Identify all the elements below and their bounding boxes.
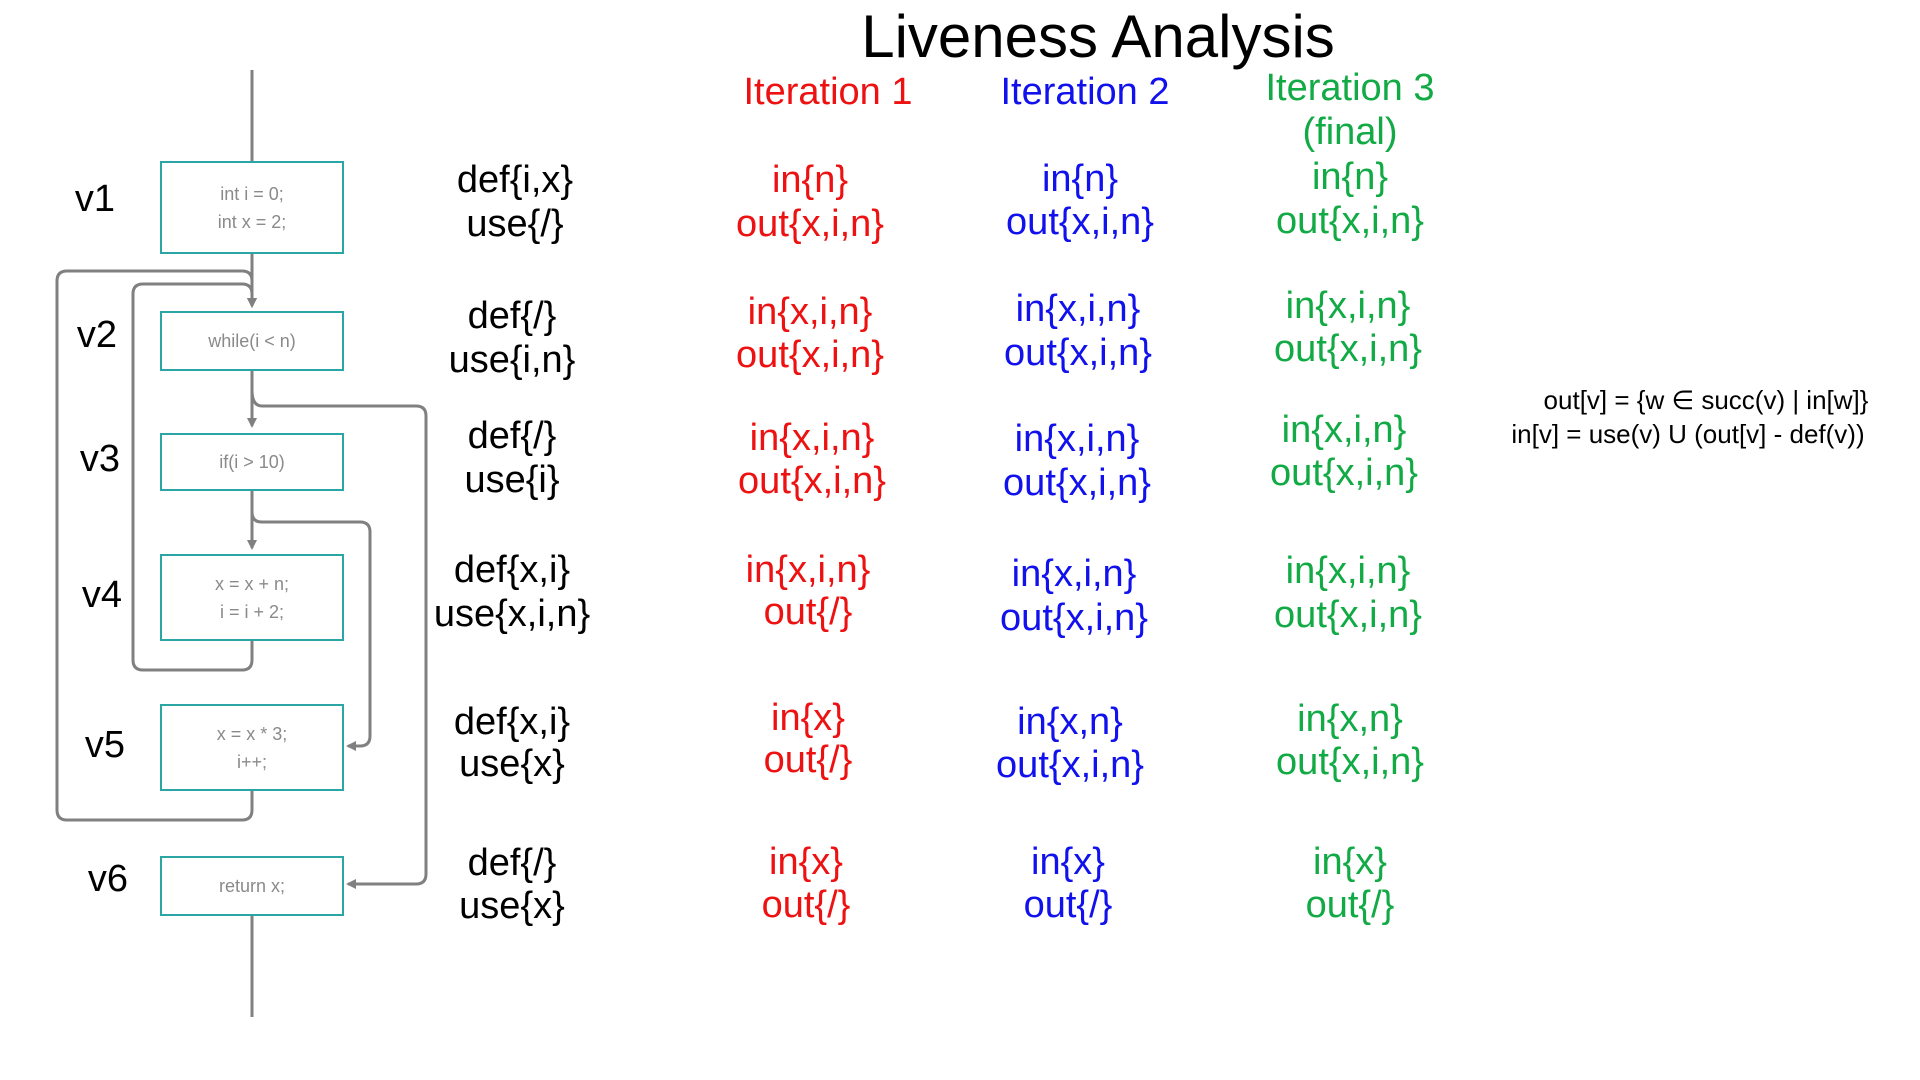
it3-out-v5: out{x,i,n} (1276, 741, 1424, 783)
it1-in-v5: in{x} (771, 697, 845, 739)
edge-v2-v6 (250, 389, 428, 889)
def-v2: def{/} (467, 295, 557, 337)
use-v5: use{x} (459, 743, 565, 785)
it2-in-v1: in{n} (1041, 158, 1119, 200)
use-v3: use{i} (464, 459, 560, 501)
edge-v4-v2 (131, 282, 257, 672)
it2-in-v6: in{x} (1031, 841, 1105, 883)
it3-out-v1: out{x,i,n} (1276, 200, 1424, 242)
it1-out-v1: out{x,i,n} (736, 203, 884, 245)
use-v6: use{x} (459, 885, 565, 927)
it3-in-v2: in{x,i,n} (1285, 285, 1411, 327)
it1-out-v2: out{x,i,n} (736, 334, 884, 376)
node-v4: x = x + n; i = i + 2; (160, 554, 344, 641)
it2-out-v2: out{x,i,n} (1004, 332, 1152, 374)
def-v3: def{/} (467, 415, 557, 457)
node-v5-code-line-1: x = x * 3; (216, 723, 288, 744)
node-label-v6: v6 (87, 858, 129, 900)
use-v4: use{x,i,n} (433, 593, 591, 635)
page-title: Liveness Analysis (861, 3, 1335, 70)
node-label-v1: v1 (74, 178, 116, 220)
it1-in-v1: in{n} (771, 159, 849, 201)
it2-in-v3: in{x,i,n} (1014, 418, 1140, 460)
node-v2: while(i < n) (160, 311, 344, 371)
it1-in-v6: in{x} (769, 841, 843, 883)
def-v1: def{i,x} (456, 159, 574, 201)
node-v1: int i = 0; int x = 2; (160, 161, 344, 254)
it2-in-v5: in{x,n} (1017, 701, 1123, 743)
it2-out-v4: out{x,i,n} (1000, 597, 1148, 639)
it3-out-v4: out{x,i,n} (1274, 594, 1422, 636)
node-label-v4: v4 (81, 574, 123, 616)
node-v4-code-line-2: i = i + 2; (219, 601, 285, 622)
iteration-3-subheader: (final) (1302, 111, 1398, 153)
iteration-2-header: Iteration 2 (1000, 71, 1170, 113)
node-v3-code-line-1: if(i > 10) (219, 452, 285, 472)
def-v6: def{/} (467, 842, 557, 884)
node-v6-code-line-1: return x; (218, 876, 286, 896)
node-v5: x = x * 3; i++; (160, 704, 344, 791)
use-v1: use{/} (466, 203, 564, 245)
node-label-v2: v2 (76, 314, 118, 356)
it3-in-v1: in{n} (1311, 156, 1389, 198)
it3-in-v5: in{x,n} (1297, 698, 1403, 740)
def-v5: def{x,i} (453, 701, 571, 743)
it3-out-v6: out{/} (1305, 884, 1395, 926)
it3-in-v6: in{x} (1313, 841, 1387, 883)
it2-in-v4: in{x,i,n} (1011, 553, 1137, 595)
node-v6: return x; (160, 856, 344, 916)
node-v2-code-line-1: while(i < n) (208, 331, 296, 351)
it1-out-v6: out{/} (761, 884, 851, 926)
node-v3: if(i > 10) (160, 433, 344, 491)
it1-out-v3: out{x,i,n} (738, 460, 886, 502)
it3-out-v3: out{x,i,n} (1270, 452, 1418, 494)
node-v1-code-line-2: int x = 2; (217, 211, 287, 232)
node-v1-code-line-1: int i = 0; (220, 183, 284, 204)
it2-out-v3: out{x,i,n} (1003, 462, 1151, 504)
it1-in-v2: in{x,i,n} (747, 291, 873, 333)
it2-out-v1: out{x,i,n} (1006, 201, 1154, 243)
it3-out-v2: out{x,i,n} (1274, 328, 1422, 370)
it3-in-v3: in{x,i,n} (1281, 409, 1407, 451)
it3-in-v4: in{x,i,n} (1285, 550, 1411, 592)
use-v2: use{i,n} (448, 339, 576, 381)
edge-v3-v5 (250, 511, 372, 751)
formula-out: out[v] = {w ∈ succ(v) | in[w]} (1543, 385, 1869, 415)
it1-in-v4: in{x,i,n} (745, 549, 871, 591)
it2-in-v2: in{x,i,n} (1015, 288, 1141, 330)
it1-out-v4: out{/} (763, 591, 853, 633)
def-v4: def{x,i} (453, 549, 571, 591)
node-v5-code-line-2: i++; (236, 751, 268, 772)
node-v4-code-line-1: x = x + n; (214, 573, 290, 594)
iteration-3-header: Iteration 3 (1265, 67, 1435, 109)
node-label-v5: v5 (84, 724, 126, 766)
formula-in: in[v] = use(v) U (out[v] - def(v)) (1511, 419, 1865, 449)
it2-out-v6: out{/} (1023, 884, 1113, 926)
it1-in-v3: in{x,i,n} (749, 417, 875, 459)
iteration-1-header: Iteration 1 (743, 71, 913, 113)
it2-out-v5: out{x,i,n} (996, 744, 1144, 786)
node-label-v3: v3 (79, 438, 121, 480)
it1-out-v5: out{/} (763, 739, 853, 781)
edge-v5-v2 (55, 269, 257, 822)
